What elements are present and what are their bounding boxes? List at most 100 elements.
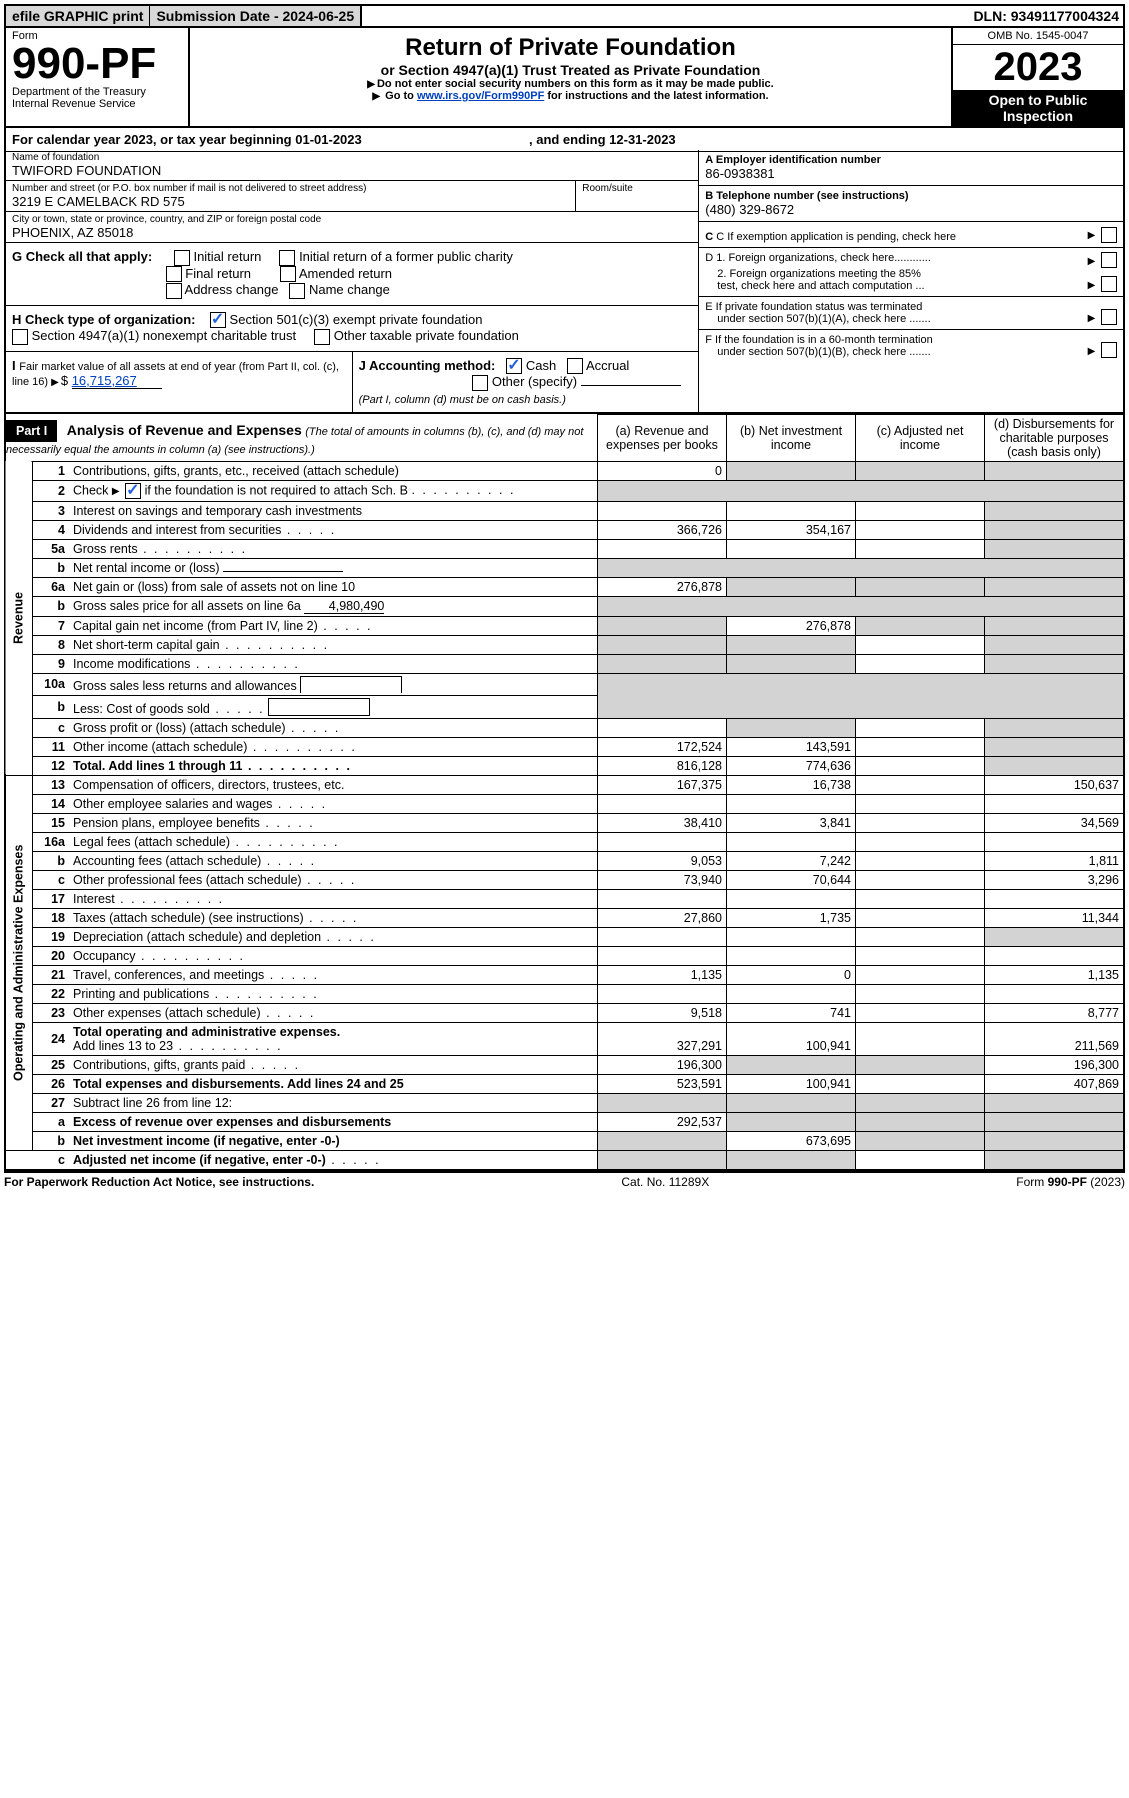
cell: 1,735 bbox=[727, 908, 856, 927]
irs: Internal Revenue Service bbox=[12, 98, 182, 110]
g-initial: Initial return bbox=[193, 249, 261, 264]
lineno: 11 bbox=[33, 737, 70, 756]
line2-post: if the foundation is not required to att… bbox=[145, 483, 408, 497]
cell: 172,524 bbox=[598, 737, 727, 756]
line-desc: Occupancy bbox=[73, 949, 136, 963]
line-desc: Gross sales price for all assets on line… bbox=[73, 599, 301, 613]
line-desc: Net investment income (if negative, ente… bbox=[73, 1134, 340, 1148]
dln: DLN: 93491177004324 bbox=[969, 6, 1123, 26]
checkbox-initial-return[interactable] bbox=[174, 250, 190, 266]
cell: 100,941 bbox=[727, 1022, 856, 1055]
form-title: Return of Private Foundation bbox=[196, 34, 945, 62]
checkbox-final-return[interactable] bbox=[166, 266, 182, 282]
checkbox-e[interactable] bbox=[1101, 309, 1117, 325]
name-label: Name of foundation bbox=[12, 152, 692, 163]
cell: 167,375 bbox=[598, 775, 727, 794]
cell: 143,591 bbox=[727, 737, 856, 756]
goto-arrow bbox=[372, 90, 382, 102]
g-namechg: Name change bbox=[309, 282, 390, 297]
col-b-header: (b) Net investment income bbox=[727, 414, 856, 461]
ssn-warning: Do not enter social security numbers on … bbox=[196, 78, 945, 90]
checkbox-address-change[interactable] bbox=[166, 283, 182, 299]
footer-left: For Paperwork Reduction Act Notice, see … bbox=[4, 1175, 314, 1189]
lineno: 6a bbox=[33, 577, 70, 596]
submission-date: Submission Date - 2024-06-25 bbox=[150, 6, 362, 26]
line-desc: Compensation of officers, directors, tru… bbox=[69, 775, 598, 794]
checkbox-other-method[interactable] bbox=[472, 375, 488, 391]
lineno: b bbox=[33, 695, 70, 718]
cell: 27,860 bbox=[598, 908, 727, 927]
checkbox-d1[interactable] bbox=[1101, 252, 1117, 268]
lineno: c bbox=[33, 718, 70, 737]
line-desc: Total expenses and disbursements. Add li… bbox=[73, 1077, 404, 1091]
cell: 276,878 bbox=[727, 616, 856, 635]
checkbox-amended[interactable] bbox=[280, 266, 296, 282]
lineno: 14 bbox=[33, 794, 70, 813]
line-desc: Accounting fees (attach schedule) bbox=[73, 854, 261, 868]
cell: 407,869 bbox=[985, 1074, 1125, 1093]
cell: 1,135 bbox=[985, 965, 1125, 984]
cell: 366,726 bbox=[598, 520, 727, 539]
city-state-zip: PHOENIX, AZ 85018 bbox=[12, 225, 692, 240]
h-501c3: Section 501(c)(3) exempt private foundat… bbox=[230, 312, 483, 327]
line-desc: Gross sales less returns and allowances bbox=[73, 679, 297, 693]
checkbox-name-change[interactable] bbox=[289, 283, 305, 299]
j-label: J Accounting method: bbox=[359, 358, 496, 373]
fmv-assets-link[interactable]: 16,715,267 bbox=[72, 373, 162, 389]
line-desc: Interest bbox=[73, 892, 115, 906]
checkbox-d2[interactable] bbox=[1101, 276, 1117, 292]
checkbox-other-taxable[interactable] bbox=[314, 329, 330, 345]
g-label: G Check all that apply: bbox=[12, 249, 152, 264]
cell: 741 bbox=[727, 1003, 856, 1022]
line-desc: Excess of revenue over expenses and disb… bbox=[69, 1112, 598, 1131]
lineno: 8 bbox=[33, 635, 70, 654]
period-begin: 01-01-2023 bbox=[295, 132, 362, 147]
footer-mid: Cat. No. 11289X bbox=[621, 1175, 709, 1189]
addr-label: Number and street (or P.O. box number if… bbox=[12, 183, 569, 194]
checkbox-initial-former[interactable] bbox=[279, 250, 295, 266]
cell: 211,569 bbox=[985, 1022, 1125, 1055]
checkbox-501c3[interactable] bbox=[210, 312, 226, 328]
part1-title: Analysis of Revenue and Expenses bbox=[61, 422, 302, 438]
checkbox-accrual[interactable] bbox=[567, 358, 583, 374]
efile-print-button[interactable]: efile GRAPHIC print bbox=[6, 6, 151, 26]
checkbox-cash[interactable] bbox=[506, 358, 522, 374]
cell: 9,053 bbox=[598, 851, 727, 870]
cell: 38,410 bbox=[598, 813, 727, 832]
h-other: Other taxable private foundation bbox=[334, 328, 519, 343]
lineno: 10a bbox=[33, 673, 70, 695]
cell: 1,811 bbox=[985, 851, 1125, 870]
cell: 16,738 bbox=[727, 775, 856, 794]
cell: 3,841 bbox=[727, 813, 856, 832]
lineno: b bbox=[33, 851, 70, 870]
entity-block: Name of foundation TWIFORD FOUNDATION Nu… bbox=[4, 150, 1125, 414]
lineno: 5a bbox=[33, 539, 70, 558]
line-desc: Gross rents bbox=[73, 542, 138, 556]
line-desc: Gross profit or (loss) (attach schedule) bbox=[73, 721, 286, 735]
checkbox-c[interactable] bbox=[1101, 227, 1117, 243]
dept-treasury: Department of the Treasury bbox=[12, 86, 182, 98]
line-desc: Contributions, gifts, grants paid bbox=[73, 1058, 245, 1072]
cell: 292,537 bbox=[598, 1112, 727, 1131]
goto-post: for instructions and the latest informat… bbox=[547, 90, 768, 102]
a-label: A Employer identification number bbox=[705, 154, 1117, 166]
open-public-2: Inspection bbox=[961, 108, 1115, 124]
lineno: b bbox=[33, 558, 70, 577]
checkbox-f[interactable] bbox=[1101, 342, 1117, 358]
opex-label: Operating and Administrative Expenses bbox=[5, 775, 33, 1150]
line-desc: Dividends and interest from securities bbox=[73, 523, 281, 537]
cell: 673,695 bbox=[727, 1131, 856, 1150]
line-desc: Pension plans, employee benefits bbox=[73, 816, 260, 830]
line-desc: Other professional fees (attach schedule… bbox=[73, 873, 302, 887]
f2: under section 507(b)(1)(B), check here .… bbox=[717, 346, 932, 358]
lineno: b bbox=[33, 596, 70, 616]
col-c-header: (c) Adjusted net income bbox=[856, 414, 985, 461]
form-header: Form 990-PF Department of the Treasury I… bbox=[4, 26, 1125, 128]
lineno: 18 bbox=[33, 908, 70, 927]
checkbox-4947a1[interactable] bbox=[12, 329, 28, 345]
lineno: 16a bbox=[33, 832, 70, 851]
checkbox-schB[interactable] bbox=[125, 483, 141, 499]
col-a-header: (a) Revenue and expenses per books bbox=[598, 414, 727, 461]
e2: under section 507(b)(1)(A), check here .… bbox=[717, 313, 930, 325]
form990pf-link[interactable]: www.irs.gov/Form990PF bbox=[417, 90, 544, 102]
